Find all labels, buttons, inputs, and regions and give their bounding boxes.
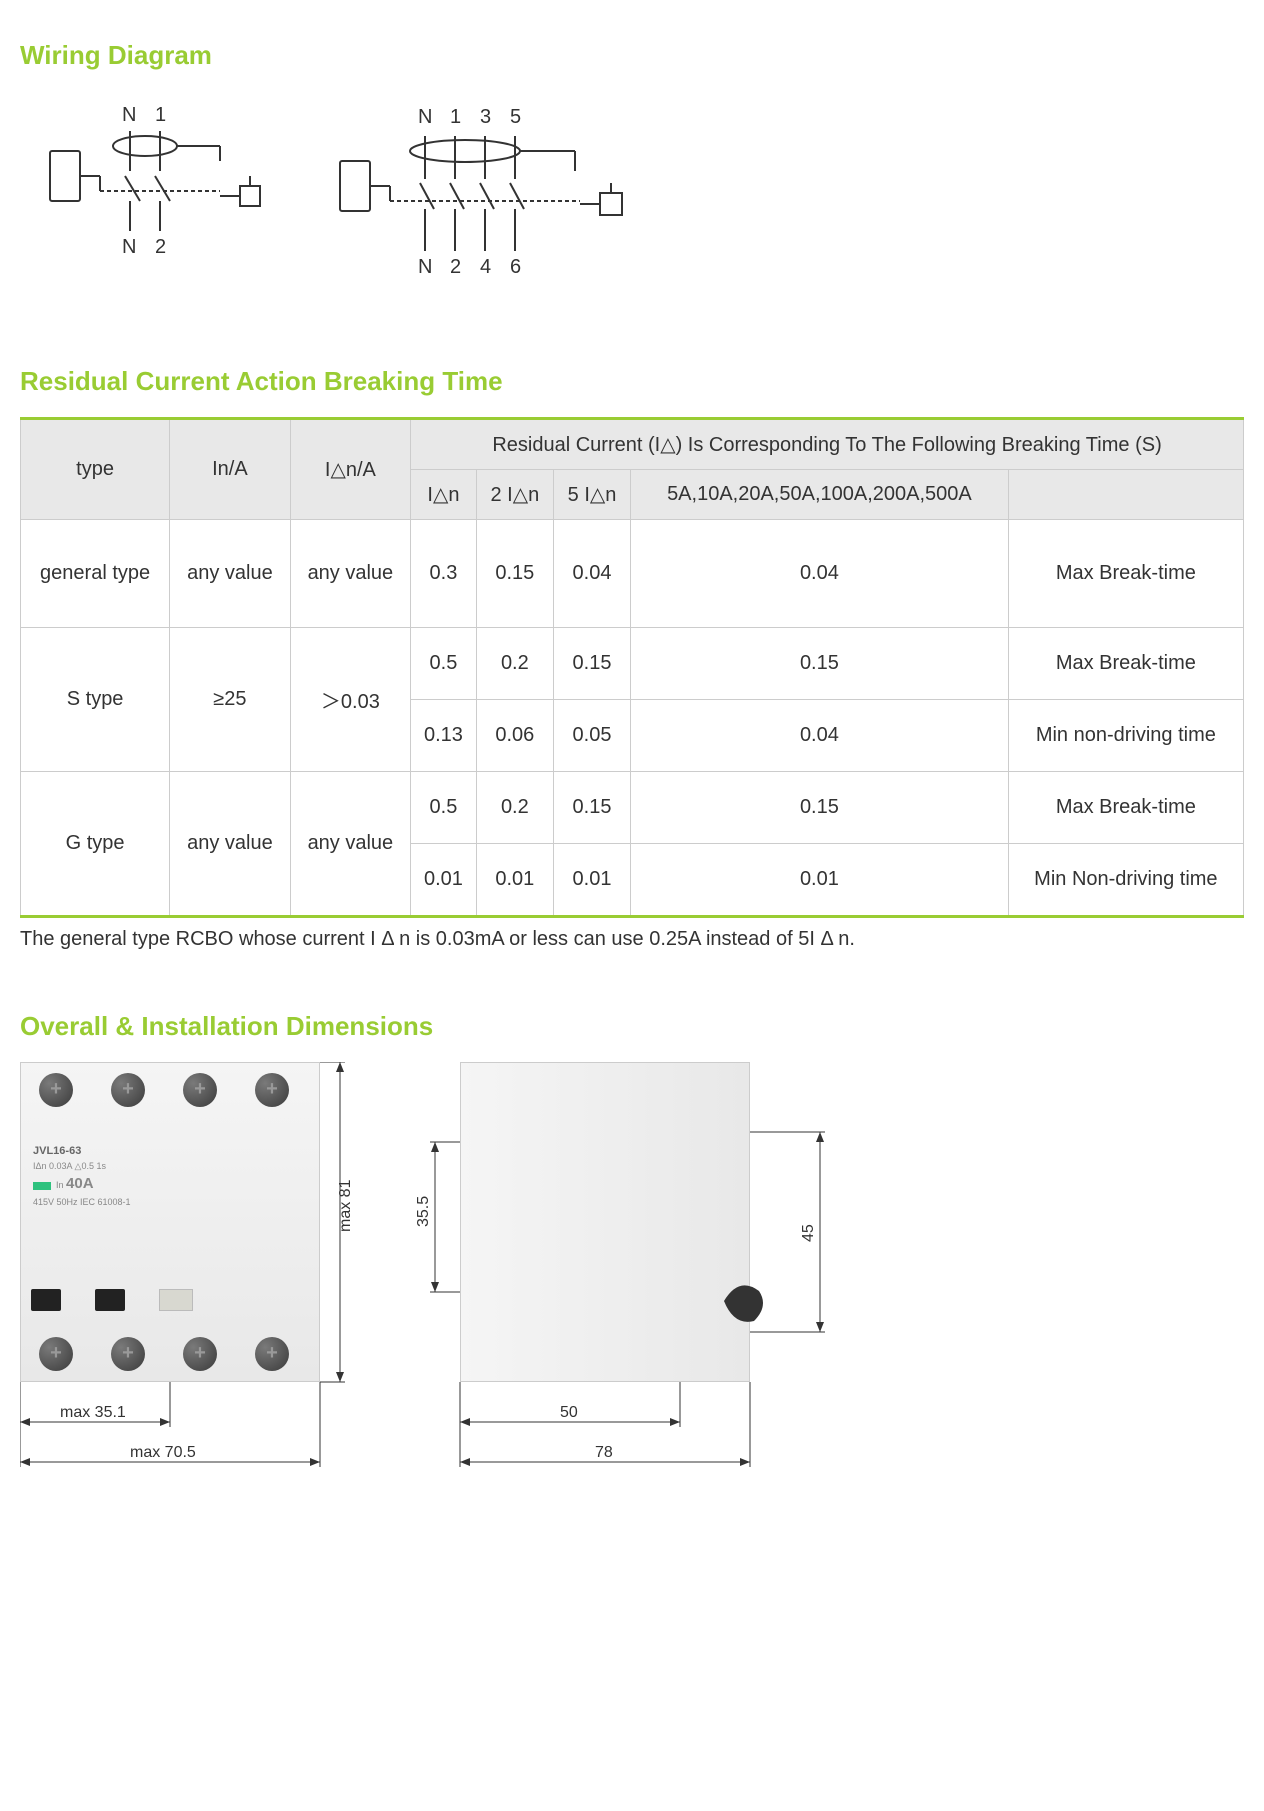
- cell-c1: 0.13: [411, 700, 477, 772]
- cell-idn-a: any value: [290, 520, 410, 628]
- th-idn: I△n: [411, 470, 477, 520]
- th-last: [1008, 470, 1243, 520]
- cell-c2: 0.2: [476, 772, 553, 844]
- cell-type: G type: [21, 772, 170, 917]
- cell-c4: 0.15: [631, 772, 1009, 844]
- dimensions-row: JVL16-63 IΔn 0.03A △0.5 1s In 40A 415V 5…: [20, 1062, 1244, 1492]
- cell-c4: 0.01: [631, 844, 1009, 917]
- th-amps: 5A,10A,20A,50A,100A,200A,500A: [631, 470, 1009, 520]
- th-super: Residual Current (I△) Is Corresponding T…: [411, 419, 1244, 470]
- cell-c5: Max Break-time: [1008, 772, 1243, 844]
- cell-c3: 0.01: [553, 844, 630, 917]
- dimensions-title: Overall & Installation Dimensions: [20, 1011, 1244, 1042]
- breaking-time-table: type In/A I△n/A Residual Current (I△) Is…: [20, 417, 1244, 918]
- th-idn-a: I△n/A: [290, 419, 410, 520]
- cell-c5: Min non-driving time: [1008, 700, 1243, 772]
- svg-text:4: 4: [480, 256, 491, 278]
- cell-idn-a: ＞0.03: [290, 628, 410, 772]
- cell-c3: 0.15: [553, 628, 630, 700]
- cell-c1: 0.5: [411, 772, 477, 844]
- breaking-table-note: The general type RCBO whose current I Δ …: [20, 928, 1244, 951]
- th-type: type: [21, 419, 170, 520]
- wiring-diagram-title: Wiring Diagram: [20, 40, 1244, 71]
- cell-c2: 0.06: [476, 700, 553, 772]
- svg-text:5: 5: [510, 106, 521, 128]
- device-side-view: 35.5 45 50 78: [400, 1062, 900, 1492]
- cell-c2: 0.2: [476, 628, 553, 700]
- cell-in-a: any value: [170, 520, 290, 628]
- dim-height: max 81: [337, 1179, 354, 1232]
- dim-side-w1: 50: [560, 1404, 578, 1421]
- cell-c1: 0.5: [411, 628, 477, 700]
- svg-text:2: 2: [450, 256, 461, 278]
- diagram-2p-top-1: 1: [155, 104, 166, 126]
- diagram-2p-bot-2: 2: [155, 236, 166, 258]
- wiring-diagrams-row: N 1 N 2: [40, 101, 1244, 286]
- dim-side-right: 45: [800, 1224, 817, 1242]
- svg-text:N: N: [418, 256, 432, 278]
- dim-w1: max 35.1: [60, 1404, 126, 1421]
- cell-in-a: ≥25: [170, 628, 290, 772]
- svg-text:1: 1: [450, 106, 461, 128]
- svg-text:N: N: [418, 106, 432, 128]
- cell-type: S type: [21, 628, 170, 772]
- breaking-time-title: Residual Current Action Breaking Time: [20, 366, 1244, 397]
- cell-c3: 0.15: [553, 772, 630, 844]
- cell-idn-a: any value: [290, 772, 410, 917]
- diagram-2p-top-n: N: [122, 104, 136, 126]
- diagram-2p-bot-n: N: [122, 236, 136, 258]
- cell-c1: 0.01: [411, 844, 477, 917]
- wiring-diagram-4p: N 1 3 5 N 2 4 6: [330, 101, 640, 286]
- th-in-a: In/A: [170, 419, 290, 520]
- cell-c2: 0.01: [476, 844, 553, 917]
- cell-in-a: any value: [170, 772, 290, 917]
- dim-side-left: 35.5: [415, 1196, 432, 1227]
- cell-c3: 0.05: [553, 700, 630, 772]
- th-5idn: 5 I△n: [553, 470, 630, 520]
- device-front-view: JVL16-63 IΔn 0.03A △0.5 1s In 40A 415V 5…: [20, 1062, 340, 1492]
- cell-c4: 0.04: [631, 700, 1009, 772]
- svg-text:6: 6: [510, 256, 521, 278]
- cell-c4: 0.15: [631, 628, 1009, 700]
- cell-c4: 0.04: [631, 520, 1009, 628]
- dim-w2: max 70.5: [130, 1444, 196, 1461]
- cell-c1: 0.3: [411, 520, 477, 628]
- cell-c5: Max Break-time: [1008, 628, 1243, 700]
- cell-c3: 0.04: [553, 520, 630, 628]
- cell-c5: Max Break-time: [1008, 520, 1243, 628]
- cell-type: general type: [21, 520, 170, 628]
- svg-text:3: 3: [480, 106, 491, 128]
- wiring-diagram-2p: N 1 N 2: [40, 101, 270, 286]
- dim-side-w2: 78: [595, 1444, 613, 1461]
- th-2idn: 2 I△n: [476, 470, 553, 520]
- cell-c5: Min Non-driving time: [1008, 844, 1243, 917]
- cell-c2: 0.15: [476, 520, 553, 628]
